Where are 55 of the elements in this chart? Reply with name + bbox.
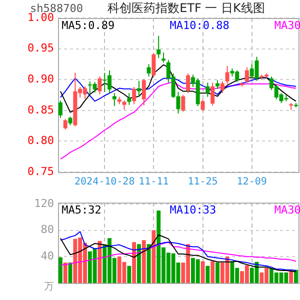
candlestick: [132, 86, 136, 105]
bar: [152, 230, 156, 283]
series-label: MA5:32: [62, 203, 102, 216]
candlestick: [127, 92, 132, 106]
candlestick: [152, 52, 156, 78]
candlestick: [220, 80, 224, 94]
bar: [132, 242, 136, 283]
y-tick-label: 0.95: [28, 42, 54, 55]
candlestick: [162, 52, 166, 63]
y-tick-label: 0.80: [28, 134, 54, 148]
y-tick-label: 40: [40, 250, 54, 262]
bar: [58, 257, 62, 283]
candlestick: [186, 72, 190, 94]
bar: [289, 270, 294, 283]
candlestick: [181, 94, 186, 112]
y-tick-label: 80: [40, 223, 54, 236]
text: MA10:0.88: [170, 18, 230, 32]
bar: [127, 266, 132, 283]
bar: [206, 266, 210, 283]
candlestick: [244, 66, 249, 84]
candlestick: [58, 100, 62, 118]
candlestick: [146, 64, 151, 78]
candlestick: [136, 80, 141, 97]
candlestick: [200, 98, 205, 112]
text: MA30: [274, 18, 300, 32]
text: MA10:33: [170, 203, 216, 216]
bar: [142, 240, 146, 283]
y-tick-label: 120: [34, 196, 54, 210]
chart-title: 科创医药指数ETF 一 日K线图: [108, 1, 265, 16]
candlestick: [63, 118, 68, 130]
bar: [137, 244, 141, 283]
y-tick-label: 0.75: [28, 164, 54, 178]
bar: [98, 240, 102, 283]
text: MA30: [274, 203, 300, 216]
candlestick: [156, 35, 161, 59]
candlestick: [122, 100, 126, 110]
bar: [216, 262, 220, 283]
y-tick-label: 0.90: [28, 72, 54, 86]
x-tick-label: 11-25: [188, 176, 218, 188]
candlestick: [142, 78, 146, 106]
candlestick: [206, 82, 210, 98]
y-tick-label: 1.00: [28, 10, 54, 24]
bar: [294, 270, 298, 283]
x-tick-label: 2024-10-28: [74, 176, 135, 188]
candlestick: [112, 92, 116, 107]
bar: [63, 262, 68, 283]
x-tick-label: 11-11: [138, 176, 169, 188]
candlestick: [98, 76, 102, 95]
y-tick-label: 0.85: [28, 103, 54, 116]
bar: [210, 261, 215, 283]
x-tick-label: 12-09: [236, 176, 267, 188]
y-axis-title: 万: [44, 282, 54, 293]
candlestick: [210, 82, 215, 106]
text: MA5:0.89: [62, 18, 115, 32]
candlestick: [225, 66, 230, 84]
